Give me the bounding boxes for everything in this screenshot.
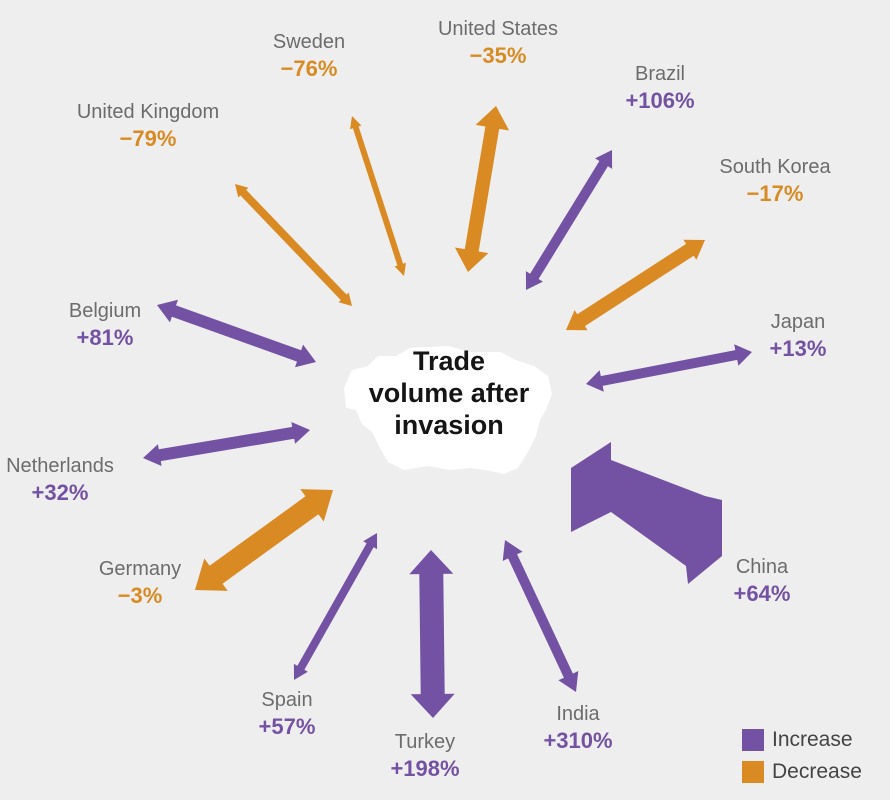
arrow-india (502, 540, 579, 692)
country-change: +198% (390, 756, 460, 781)
arrow-united-kingdom (235, 184, 352, 306)
country-change: −79% (119, 126, 177, 151)
country-change: +32% (31, 480, 89, 505)
legend-label-decrease: Decrease (772, 760, 862, 783)
country-name: Brazil (634, 63, 685, 85)
arrow-south-korea (566, 239, 705, 331)
chart-title-word: after (470, 378, 530, 408)
label-brazil: Brazil +106% (625, 62, 694, 116)
label-south-korea: South Korea −17% (719, 155, 830, 209)
label-sweden: Sweden −76% (273, 30, 345, 84)
label-china: China +64% (734, 555, 791, 609)
label-belgium: Belgium +81% (69, 299, 141, 353)
label-india: India +310% (543, 702, 612, 756)
label-netherlands: Netherlands +32% (6, 454, 114, 508)
label-united-kingdom: United Kingdom −79% (77, 100, 219, 154)
country-change: +106% (625, 88, 695, 113)
country-name: United States (437, 18, 559, 40)
country-change: −17% (746, 181, 804, 206)
legend-item-increase: Increase (742, 724, 862, 756)
country-change: +57% (258, 714, 316, 739)
legend-item-decrease: Decrease (742, 756, 862, 788)
arrow-sweden (350, 116, 406, 276)
label-turkey: Turkey +198% (390, 730, 459, 784)
country-name: Germany (98, 558, 182, 580)
country-change: +64% (733, 581, 791, 606)
legend: Increase Decrease (742, 724, 862, 788)
legend-label-increase: Increase (772, 728, 853, 751)
country-name: Spain (261, 689, 313, 711)
arrow-united-states (454, 106, 510, 272)
arrow-netherlands (143, 422, 310, 466)
arrow-turkey (409, 550, 455, 718)
country-name: Netherlands (6, 455, 114, 477)
country-change: +81% (76, 325, 134, 350)
country-name: India (556, 703, 600, 725)
label-germany: Germany −3% (99, 557, 181, 611)
arrow-brazil (525, 150, 613, 290)
label-spain: Spain +57% (259, 688, 316, 742)
arrow-japan (586, 344, 752, 392)
increase-swatch (742, 729, 764, 751)
label-united-states: United States −35% (438, 17, 558, 71)
country-change: +310% (543, 728, 613, 753)
chart-title-word: volume (368, 378, 464, 408)
chart-title-word: Trade (412, 346, 486, 376)
country-name: Sweden (272, 31, 346, 53)
label-japan: Japan +13% (770, 310, 827, 364)
chart-title: Trade volume after invasion (349, 345, 549, 441)
country-change: −76% (280, 56, 338, 81)
country-name: United Kingdom (76, 101, 220, 123)
country-name: China (735, 556, 789, 578)
country-change: −3% (117, 583, 163, 608)
arrow-germany (195, 489, 333, 591)
country-name: South Korea (719, 156, 831, 178)
decrease-swatch (742, 761, 764, 783)
country-change: −35% (469, 43, 527, 68)
arrow-spain (293, 533, 378, 680)
country-change: +13% (769, 336, 827, 361)
country-name: Belgium (68, 300, 142, 322)
chart-title-word: invasion (394, 410, 504, 440)
arrow-china (571, 442, 722, 584)
country-name: Turkey (394, 731, 456, 753)
country-name: Japan (770, 311, 826, 333)
arrow-belgium (157, 299, 316, 368)
russia-map-silhouette (344, 346, 552, 474)
